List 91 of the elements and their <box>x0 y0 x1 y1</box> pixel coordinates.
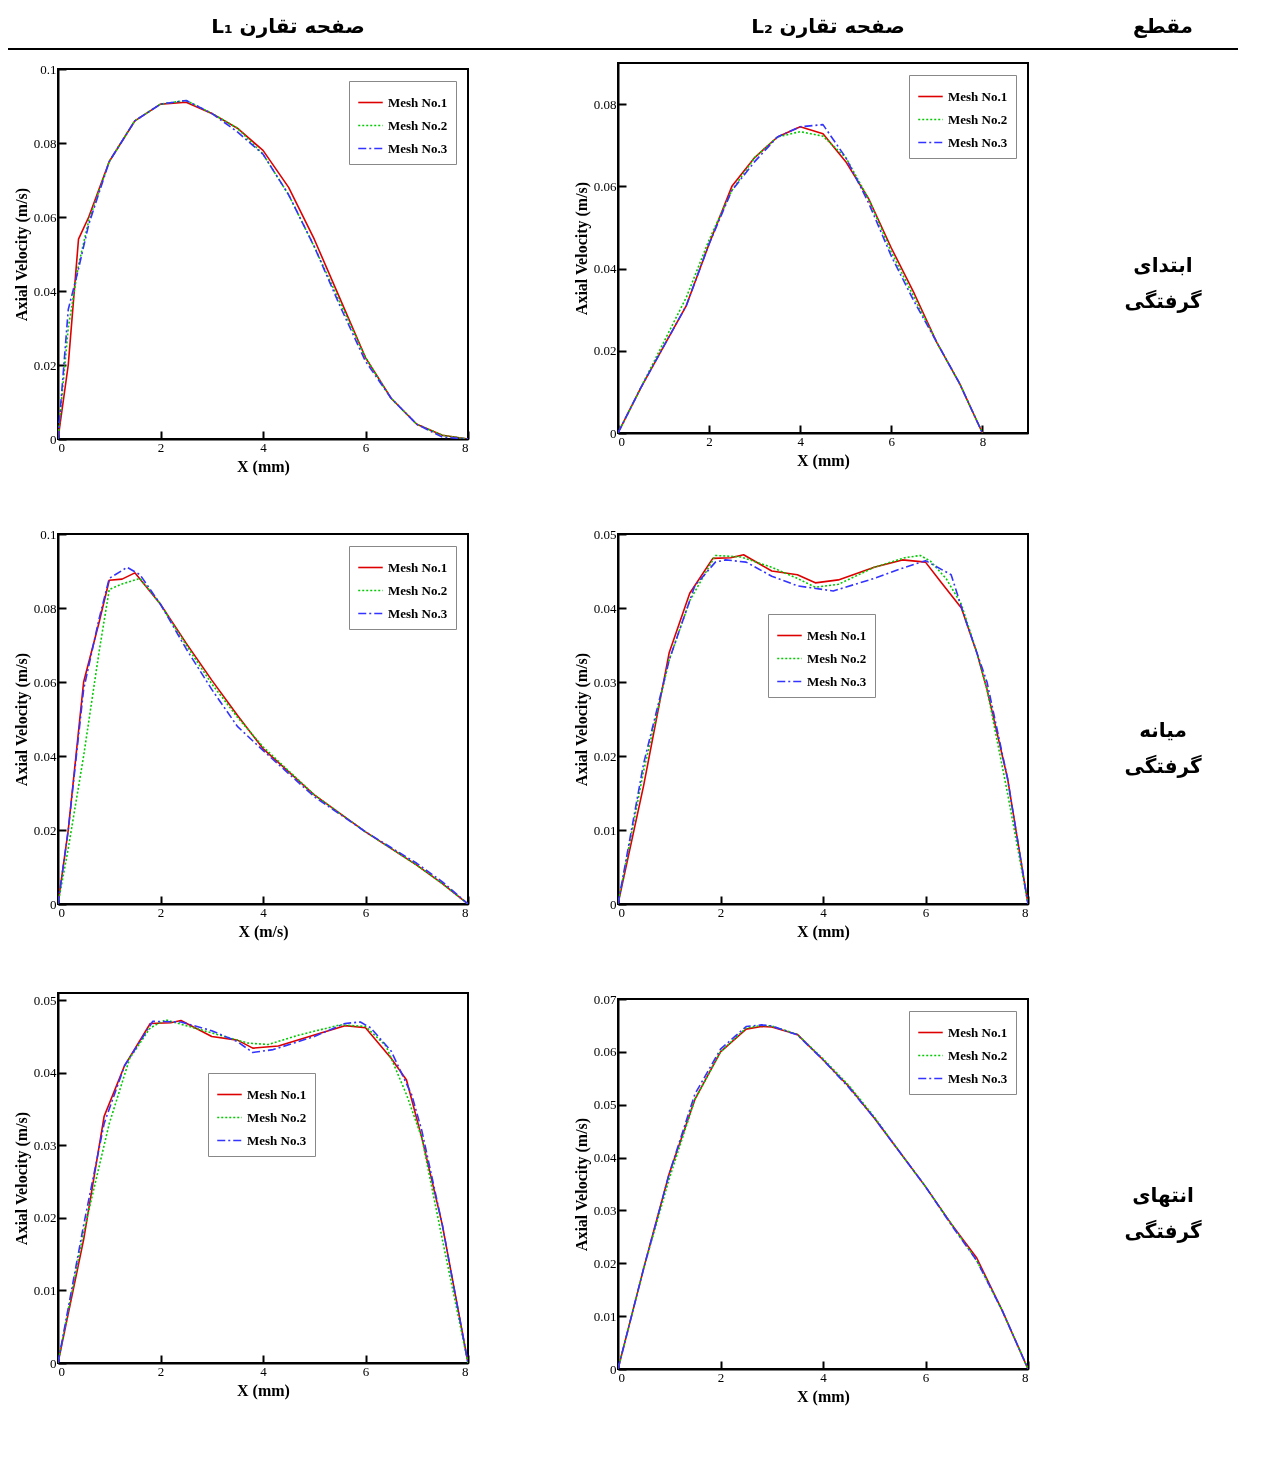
legend-label: Mesh No.3 <box>948 134 1008 150</box>
y-tick-label: 0.1 <box>40 526 57 542</box>
y-tick-label: 0.04 <box>593 600 617 616</box>
x-tick-label: 8 <box>462 1363 469 1379</box>
legend-label: Mesh No.3 <box>388 140 448 156</box>
y-tick-label: 0.1 <box>40 61 57 77</box>
y-axis-title: Axial Velocity (m/s) <box>572 652 591 787</box>
text: انتهای گرفتگی <box>1123 1181 1203 1245</box>
x-tick-label: 2 <box>717 1369 725 1385</box>
x-tick-label: 8 <box>1022 904 1029 920</box>
y-tick-label: 0.07 <box>593 991 617 1007</box>
y-tick-label: 0.02 <box>33 1210 57 1226</box>
x-tick-label: 8 <box>462 439 469 455</box>
x-tick-label: 2 <box>706 433 713 449</box>
legend-label: Mesh No.2 <box>948 111 1008 127</box>
x-tick-label: 4 <box>820 904 828 920</box>
x-tick-label: 4 <box>260 904 268 920</box>
legend-label: Mesh No.1 <box>247 1086 307 1102</box>
x-tick-label: 2 <box>157 439 165 455</box>
x-tick-label: 4 <box>260 1363 268 1379</box>
x-tick-label: 6 <box>362 1363 370 1379</box>
x-axis-title: X (mm) <box>797 451 850 470</box>
y-tick-label: 0.03 <box>593 1202 617 1218</box>
y-tick-label: 0.01 <box>593 1308 617 1324</box>
x-tick-label: 2 <box>157 904 165 920</box>
y-tick-label: 0.02 <box>593 1255 617 1271</box>
legend-label: Mesh No.1 <box>388 94 448 110</box>
y-tick-label: 0.04 <box>593 261 617 277</box>
x-tick-label: 6 <box>922 1369 930 1385</box>
legend-label: Mesh No.3 <box>388 605 448 621</box>
legend-label: Mesh No.1 <box>948 88 1008 104</box>
x-tick-label: 6 <box>922 904 930 920</box>
x-tick-label: 8 <box>462 904 469 920</box>
legend-label: Mesh No.3 <box>247 1132 307 1148</box>
y-axis-title: Axial Velocity (m/s) <box>572 181 591 316</box>
legend-label: Mesh No.2 <box>948 1047 1008 1063</box>
x-tick-label: 2 <box>157 1363 165 1379</box>
x-tick-label: 4 <box>260 439 268 455</box>
y-tick-label: 0.06 <box>593 178 617 194</box>
text: صفحه تقارن L₂ <box>568 8 1088 50</box>
y-tick-label: 0.04 <box>33 748 57 764</box>
y-tick-label: 0.02 <box>33 357 57 373</box>
x-tick-label: 4 <box>820 1369 828 1385</box>
text: مقطع <box>1088 8 1238 50</box>
x-tick-label: 4 <box>797 433 805 449</box>
y-tick-label: 0.03 <box>33 1137 57 1153</box>
legend-label: Mesh No.3 <box>807 673 867 689</box>
legend-label: Mesh No.2 <box>247 1109 307 1125</box>
x-axis-title: X (mm) <box>797 1387 850 1406</box>
y-tick-label: 0.06 <box>33 674 57 690</box>
legend-label: Mesh No.1 <box>388 559 448 575</box>
x-tick-label: 8 <box>979 433 987 449</box>
y-axis-title: Axial Velocity (m/s) <box>572 1117 591 1252</box>
y-axis-title: Axial Velocity (m/s) <box>12 652 31 787</box>
legend-label: Mesh No.2 <box>388 117 448 133</box>
x-axis-title: X (mm) <box>237 457 290 476</box>
y-tick-label: 0.01 <box>593 822 617 838</box>
x-tick-label: 6 <box>362 904 370 920</box>
y-tick-label: 0.04 <box>33 1065 57 1081</box>
x-tick-label: 8 <box>1022 1369 1029 1385</box>
x-axis-title: X (mm) <box>797 922 850 941</box>
x-tick-label: 6 <box>362 439 370 455</box>
legend-label: Mesh No.2 <box>388 582 448 598</box>
legend-label: Mesh No.1 <box>948 1024 1008 1040</box>
x-tick-label: 6 <box>888 433 896 449</box>
text: ابتدای گرفتگی <box>1123 251 1203 315</box>
y-tick-label: 0.05 <box>593 1097 617 1113</box>
y-tick-label: 0.04 <box>593 1150 617 1166</box>
legend-label: Mesh No.2 <box>807 650 867 666</box>
y-tick-label: 0.01 <box>33 1282 57 1298</box>
y-tick-label: 0.05 <box>593 526 617 542</box>
y-tick-label: 0.06 <box>33 209 57 225</box>
y-tick-label: 0.03 <box>593 674 617 690</box>
legend-label: Mesh No.3 <box>948 1070 1008 1086</box>
y-tick-label: 0.08 <box>593 96 617 112</box>
x-axis-title: X (mm) <box>237 1381 290 1400</box>
x-axis-title: X (m/s) <box>238 922 289 941</box>
legend-label: Mesh No.1 <box>807 627 867 643</box>
y-axis-title: Axial Velocity (m/s) <box>12 1111 31 1246</box>
text: صفحه تقارن L₁ <box>8 8 568 50</box>
y-tick-label: 0.02 <box>593 748 617 764</box>
y-tick-label: 0.08 <box>33 600 57 616</box>
y-tick-label: 0.02 <box>593 343 617 359</box>
y-tick-label: 0.02 <box>33 822 57 838</box>
y-tick-label: 0.05 <box>33 992 57 1008</box>
y-tick-label: 0.06 <box>593 1044 617 1060</box>
y-tick-label: 0.04 <box>33 283 57 299</box>
x-tick-label: 2 <box>717 904 725 920</box>
text: میانه گرفتگی <box>1123 716 1203 780</box>
y-axis-title: Axial Velocity (m/s) <box>12 187 31 322</box>
y-tick-label: 0.08 <box>33 135 57 151</box>
